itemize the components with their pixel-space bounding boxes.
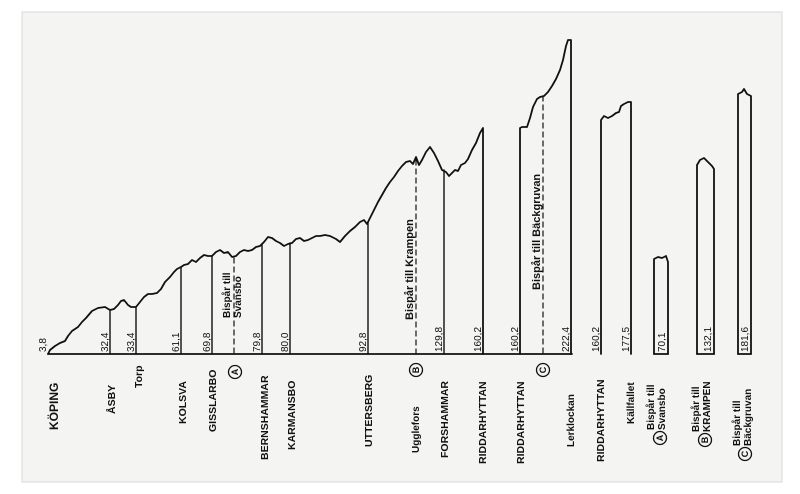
branch-b-profile (696, 157, 715, 355)
circle-b-box: B (697, 432, 713, 448)
km-kallfallet: 177,5 (621, 327, 632, 352)
branch-c-box-line1: Bispår till (731, 400, 743, 446)
km-koping: 3,8 (38, 338, 49, 352)
km-branch-b: 132,1 (703, 327, 714, 352)
branch-c-profile (737, 88, 752, 355)
km-branch-a: 70,1 (657, 332, 668, 352)
station-riddarhyttan: RIDDARHYTTAN (477, 381, 489, 464)
km-branch-c: 181,6 (740, 327, 751, 352)
station-torp: Torp (133, 365, 145, 388)
circle-c-box-letter: C (740, 450, 750, 457)
km-bernshammar: 79,8 (252, 332, 263, 352)
branch-b-box-line1: Bispår till (690, 386, 702, 432)
circle-c-main: C (535, 362, 551, 378)
km-section3-start: 160,2 (591, 327, 602, 352)
section3-profile-line (600, 101, 632, 355)
profile-lines (47, 39, 752, 355)
km-forshammar: 129,8 (434, 327, 445, 352)
circle-markers: A B C A B C (227, 362, 753, 462)
station-forshammar: FORSHAMMAR (439, 381, 451, 458)
circle-b-box-letter: B (700, 436, 710, 443)
section2-profile-line (519, 39, 572, 355)
circle-a-main: A (227, 364, 243, 380)
km-riddarhyttan: 160,2 (473, 327, 484, 352)
station-gisslarbo: GISSLARBO (207, 370, 219, 432)
station-bernshammar: BERNSHAMMAR (259, 375, 271, 460)
labels: 3,8 32,4 33,4 61,1 69,8 79,8 80,0 92,8 1… (38, 174, 754, 464)
km-uttersberg: 92,8 (358, 332, 369, 352)
station-kolsva: KOLSVA (177, 381, 189, 424)
paper-background (22, 12, 782, 482)
km-torp: 33,4 (126, 332, 137, 352)
km-lerklockan: 222,4 (561, 327, 572, 352)
station-asby: ÅSBY (105, 385, 118, 414)
section2-start-name: RIDDARHYTTAN (515, 381, 527, 464)
branch-a-inline-label-line1: Bispår till (221, 272, 233, 318)
circle-a-box-letter: A (655, 434, 665, 441)
section2-end-name: Lerklockan (566, 394, 577, 447)
km-asby: 32,4 (100, 332, 111, 352)
circle-a-box: A (652, 430, 668, 446)
branch-a-box-line2: Svansbo (657, 388, 668, 430)
station-ugglefors: Ugglefors (411, 406, 422, 453)
paper-edge (21, 11, 783, 483)
km-gisslarbo: 69,8 (202, 332, 213, 352)
main-profile-line (47, 127, 484, 355)
branch-c-box-line2: Bäckgruvan (743, 389, 754, 446)
branch-a-inline-label-line1-text: Bispår till (221, 272, 233, 318)
station-karmansbo: KARMANSBO (286, 381, 298, 450)
branch-a-profile (653, 255, 669, 355)
circle-a-main-letter: A (230, 368, 240, 375)
circle-b-main: B (408, 362, 424, 378)
branch-c-inline-label: Bispår till Bäckgruvan (531, 174, 543, 290)
section3-end-name: Källfallet (626, 382, 637, 424)
station-uttersberg: UTTERSBERG (363, 375, 375, 447)
section3-start-name: RIDDARHYTTAN (595, 379, 607, 462)
station-koping: KÖPING (46, 383, 61, 430)
branch-a-box-line1: Bispår till (645, 384, 657, 430)
circle-b-main-letter: B (411, 366, 421, 373)
branch-b-box-line2: KRAMPEN (702, 381, 713, 432)
branch-b-inline-label: Bispår till Krampen (404, 219, 416, 320)
km-karmansbo: 80,0 (280, 332, 291, 352)
circle-c-main-letter: C (538, 366, 548, 373)
circle-c-box: C (737, 446, 753, 462)
km-section2-start: 160,2 (510, 327, 521, 352)
km-kolsva: 61,1 (171, 332, 182, 352)
branch-a-inline-label-line2: Svansbo (233, 276, 244, 318)
